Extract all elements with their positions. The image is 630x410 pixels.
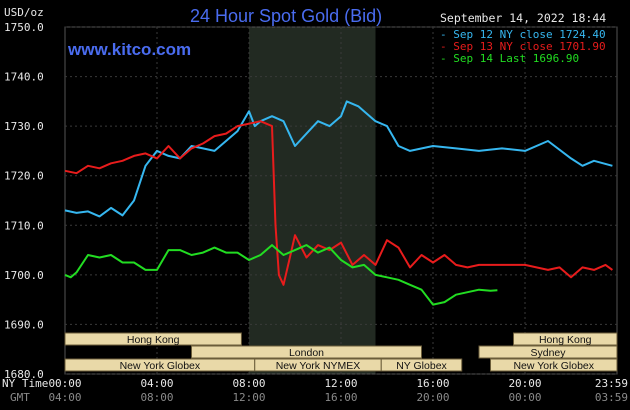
x-tick-gmt: 04:00 [48,391,81,404]
x-tick-ny: 16:00 [416,377,449,390]
x-axis-ticks: 00:0004:0004:0008:0008:0012:0012:0016:00… [48,377,628,404]
timestamp: September 14, 2022 18:44 [440,11,606,25]
session-label: Hong Kong [539,334,592,346]
session-bar [380,358,463,372]
site-watermark: www.kitco.com [67,40,191,59]
x-tick-ny: 20:00 [508,377,541,390]
x-tick-ny: 12:00 [324,377,357,390]
grid-lines [65,26,617,375]
nymex-session-highlight [249,27,376,374]
legend-item-sep14: - Sep 14 Last 1696.90 [440,52,579,65]
y-axis-ticks: 1680.0 1690.0 1700.0 1710.0 1720.0 1730.0 1740… [4,21,44,381]
legend-item-sep13: - Sep 13 NY close 1701.90 [440,40,606,53]
y-axis-unit: USD/oz [4,6,44,19]
x-tick-gmt: 16:00 [324,391,357,404]
legend-label-sep13: Sep 13 NY close 1701.90 [453,40,605,53]
ny-time-label: NY Time [2,377,48,390]
session-bar [513,332,618,346]
session-label: Hong Kong [127,334,180,346]
chart-title: 24 Hour Spot Gold (Bid) [190,6,382,26]
x-tick-ny: 23:59 [595,377,628,390]
x-tick-ny: 08:00 [232,377,265,390]
x-tick-gmt: 08:00 [140,391,173,404]
session-bar [490,358,618,372]
x-tick-gmt: 20:00 [416,391,449,404]
session-label: NY Globex [396,360,447,372]
y-tick-label: 1720.0 [4,170,44,183]
session-label: New York NYMEX [276,360,361,372]
session-bar [191,345,422,359]
session-bar [478,345,618,359]
series-line-2 [64,244,498,306]
session-bar [64,332,242,346]
session-label: London [289,347,324,359]
y-tick-label: 1750.0 [4,21,44,34]
series-line-0 [64,100,613,218]
x-tick-ny: 04:00 [140,377,173,390]
gmt-label: GMT [10,391,30,404]
series-line-1 [64,120,613,286]
legend-label-sep12: Sep 12 NY close 1724.40 [453,28,605,41]
session-label: New York Globex [513,360,594,372]
x-tick-gmt: 12:00 [232,391,265,404]
legend: - Sep 12 NY close 1724.40 - Sep 13 NY cl… [440,28,606,65]
y-tick-label: 1700.0 [4,269,44,282]
market-sessions: Hong Kong London New York Globex New York N… [64,332,618,372]
legend-item-sep12: - Sep 12 NY close 1724.40 [440,28,606,41]
legend-label-sep14: Sep 14 Last 1696.90 [453,52,579,65]
y-tick-label: 1690.0 [4,318,44,331]
y-tick-label: 1680.0 [4,368,44,381]
x-tick-ny: 00:00 [48,377,81,390]
price-series [64,100,613,306]
x-tick-gmt: 00:00 [508,391,541,404]
x-tick-gmt: 03:59 [595,391,628,404]
session-label: New York Globex [120,360,201,372]
y-tick-label: 1740.0 [4,71,44,84]
session-label: Sydney [530,347,566,359]
y-tick-label: 1710.0 [4,219,44,232]
y-tick-label: 1730.0 [4,120,44,133]
